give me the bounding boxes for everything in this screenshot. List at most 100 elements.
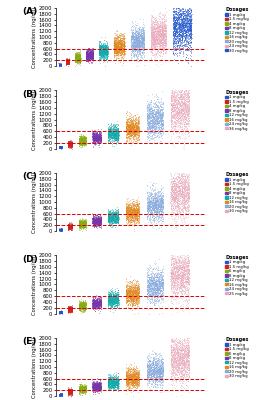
Point xyxy=(182,184,186,191)
Point xyxy=(59,392,64,398)
Point xyxy=(149,372,153,378)
Point xyxy=(86,51,91,58)
Point xyxy=(116,378,121,384)
Point xyxy=(81,304,85,310)
Point xyxy=(151,34,155,40)
Point xyxy=(172,27,176,33)
Point xyxy=(108,217,113,223)
Point xyxy=(140,38,144,45)
Point xyxy=(151,38,155,44)
Point xyxy=(174,277,179,284)
Point xyxy=(178,8,183,14)
Point xyxy=(145,201,149,207)
Point xyxy=(114,36,118,42)
Point xyxy=(184,366,188,372)
Point xyxy=(130,50,135,56)
Point xyxy=(175,167,180,173)
Point xyxy=(177,24,182,30)
Point xyxy=(157,374,161,381)
Point xyxy=(98,299,102,306)
Point xyxy=(125,127,130,133)
Point xyxy=(127,135,131,142)
Point xyxy=(76,56,80,63)
Point xyxy=(177,343,181,350)
Point xyxy=(114,133,118,139)
Point xyxy=(177,346,182,352)
Point xyxy=(172,354,176,361)
Point xyxy=(82,224,86,230)
Point xyxy=(181,357,185,363)
Point xyxy=(67,306,72,313)
Point xyxy=(153,41,157,47)
Point xyxy=(68,307,73,314)
Point xyxy=(132,48,137,54)
Point xyxy=(185,3,189,9)
Point xyxy=(58,61,62,68)
Point xyxy=(159,24,164,31)
Point xyxy=(111,135,115,141)
Point xyxy=(92,220,97,227)
Point xyxy=(102,51,107,57)
Point xyxy=(183,268,187,274)
Point xyxy=(156,34,161,41)
Point xyxy=(155,375,159,381)
Point xyxy=(92,218,97,225)
Point xyxy=(108,381,112,387)
Point xyxy=(156,285,161,291)
Point xyxy=(81,385,86,391)
Point xyxy=(176,99,180,106)
Point xyxy=(67,224,72,230)
Point xyxy=(172,100,176,107)
Point xyxy=(66,59,71,65)
Point xyxy=(174,29,179,36)
Point xyxy=(59,310,63,316)
Point xyxy=(83,139,88,146)
Point xyxy=(157,189,162,196)
Point xyxy=(69,141,73,148)
Point xyxy=(152,208,157,215)
Point xyxy=(158,214,162,220)
Point xyxy=(98,46,102,52)
Point xyxy=(114,215,118,221)
Point xyxy=(117,33,121,40)
Point xyxy=(183,108,188,115)
Point xyxy=(178,340,182,346)
Point xyxy=(137,294,141,300)
Point xyxy=(158,109,162,115)
Point xyxy=(81,138,86,144)
Point xyxy=(110,216,114,222)
Point xyxy=(96,301,100,308)
Point xyxy=(89,48,93,54)
Point xyxy=(147,203,152,209)
Point xyxy=(177,200,182,206)
Point xyxy=(98,43,103,50)
Point xyxy=(147,200,151,207)
Point xyxy=(113,214,118,220)
Point xyxy=(186,46,190,53)
Point xyxy=(155,34,159,40)
Point xyxy=(156,29,160,35)
Point xyxy=(113,41,118,48)
Point xyxy=(169,95,174,101)
Point xyxy=(178,32,182,38)
Point xyxy=(91,298,96,304)
Point xyxy=(157,273,161,280)
Point xyxy=(172,113,177,120)
Point xyxy=(152,286,156,292)
Point xyxy=(155,281,159,287)
Point xyxy=(83,382,88,388)
Point xyxy=(92,134,96,141)
Point xyxy=(129,291,133,298)
Point xyxy=(78,220,83,226)
Point xyxy=(110,213,114,220)
Point xyxy=(127,297,131,303)
Point xyxy=(60,145,64,152)
Point xyxy=(57,227,61,234)
Point xyxy=(133,377,137,383)
Point xyxy=(108,217,112,223)
Point xyxy=(184,198,188,204)
Point xyxy=(70,222,74,228)
Point xyxy=(131,206,136,213)
Point xyxy=(91,51,95,57)
Point xyxy=(57,226,62,233)
